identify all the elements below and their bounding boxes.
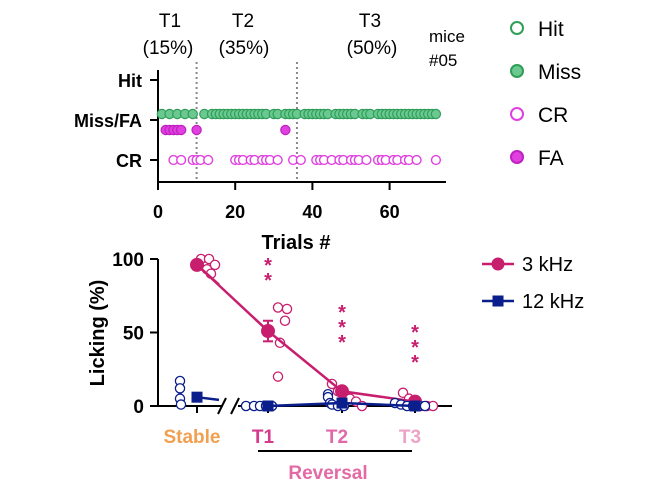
phase-pct-t2: (35%) xyxy=(219,38,270,59)
cr-marker xyxy=(430,154,442,166)
raster-x-tick-label: 0 xyxy=(153,202,163,222)
licking-y-label: Licking (%) xyxy=(87,280,109,387)
phase-label-t3: T3 xyxy=(359,11,381,32)
licking-x-ticks: Stable T1 T2 T3 xyxy=(163,406,421,448)
legend-label-cr: CR xyxy=(538,104,568,127)
legend-label-hit: Hit xyxy=(538,18,564,41)
raster-x-tick-label: 60 xyxy=(380,202,400,222)
licking-y-tick-label: 100 xyxy=(112,250,144,271)
miss-marker xyxy=(430,108,442,120)
significance-star: * xyxy=(411,337,419,359)
mean-marker xyxy=(336,397,348,409)
raster-x-tick-label: 20 xyxy=(225,202,245,222)
phase-label-t2: T2 xyxy=(232,11,254,32)
legend-marker-cr xyxy=(510,107,524,121)
individual-point xyxy=(281,303,293,315)
mean-marker xyxy=(190,257,204,272)
individual-point xyxy=(174,383,186,394)
raster-x-tick-label: 40 xyxy=(302,202,322,222)
individual-point xyxy=(279,315,291,326)
series-3khz xyxy=(190,253,439,412)
cr-marker xyxy=(203,154,214,166)
raster-chart: T1 (15%) T2 (35%) T3 (50%) mice #05 Hit … xyxy=(74,11,581,254)
legend-marker-miss xyxy=(510,64,524,78)
legend-marker xyxy=(492,295,504,307)
raster-legend: Hit Miss CR FA xyxy=(510,18,581,170)
individual-point xyxy=(272,371,284,382)
legend-label: 12 kHz xyxy=(522,291,584,313)
legend-label-miss: Miss xyxy=(538,61,581,84)
licking-category-label: T2 xyxy=(326,427,348,448)
significance-star: * xyxy=(411,322,419,344)
mean-marker xyxy=(409,400,421,412)
axis-break-mark-1 xyxy=(217,397,227,415)
miss-marker xyxy=(187,108,198,120)
reversal-label: Reversal xyxy=(288,463,367,484)
trial-markers xyxy=(156,108,442,166)
mean-marker xyxy=(335,384,349,399)
row-label-hit: Hit xyxy=(118,71,142,91)
legend-marker-hit xyxy=(510,21,524,35)
legend-label-fa: FA xyxy=(538,147,564,170)
cr-marker xyxy=(411,154,422,166)
significance-star: * xyxy=(338,302,346,324)
mean-marker xyxy=(191,391,203,403)
legend-label: 3 kHz xyxy=(522,254,573,276)
mean-marker xyxy=(261,324,275,339)
licking-y-tick-label: 50 xyxy=(123,324,144,345)
licking-legend: 3 kHz 12 kHz xyxy=(482,254,584,313)
individual-point xyxy=(419,400,431,412)
significance-star: * xyxy=(411,352,419,374)
licking-series xyxy=(174,253,439,412)
licking-y-ticks: 0 50 100 xyxy=(112,250,158,418)
significance-marks: ***** *** xyxy=(264,255,419,374)
individual-point xyxy=(175,399,187,410)
phase-pct-t1: (15%) xyxy=(143,38,194,59)
phase-pct-t3: (50%) xyxy=(347,38,398,59)
significance-star: * xyxy=(264,255,272,277)
individual-point xyxy=(209,259,221,271)
fa-marker xyxy=(191,124,202,136)
phase-label-t1: T1 xyxy=(159,11,181,32)
licking-category-label: T1 xyxy=(252,427,275,448)
mouse-label: mice #05 xyxy=(429,27,470,70)
row-label-cr: CR xyxy=(116,151,142,171)
cr-marker xyxy=(295,154,306,166)
significance-star: * xyxy=(338,317,346,339)
axis-break-mark-2 xyxy=(230,397,240,415)
significance-star: * xyxy=(264,270,272,292)
significance-star: * xyxy=(338,332,346,354)
mean-marker xyxy=(262,400,274,412)
raster-x-ticks: 0 20 40 60 xyxy=(153,182,400,222)
licking-category-label: T3 xyxy=(399,427,421,448)
licking-category-label: Stable xyxy=(163,427,220,448)
legend-marker-fa xyxy=(510,150,524,164)
legend-marker xyxy=(491,257,505,271)
raster-x-label: Trials # xyxy=(262,232,331,254)
fa-marker xyxy=(175,124,187,136)
licking-y-tick-label: 0 xyxy=(133,397,144,418)
series-12khz xyxy=(174,375,431,412)
series-line xyxy=(196,263,269,332)
cr-marker xyxy=(361,154,372,166)
fa-marker xyxy=(280,124,291,136)
individual-point xyxy=(272,302,284,313)
row-label-miss-fa: Miss/FA xyxy=(74,111,142,131)
cr-marker xyxy=(176,154,187,166)
cr-marker xyxy=(272,154,283,166)
